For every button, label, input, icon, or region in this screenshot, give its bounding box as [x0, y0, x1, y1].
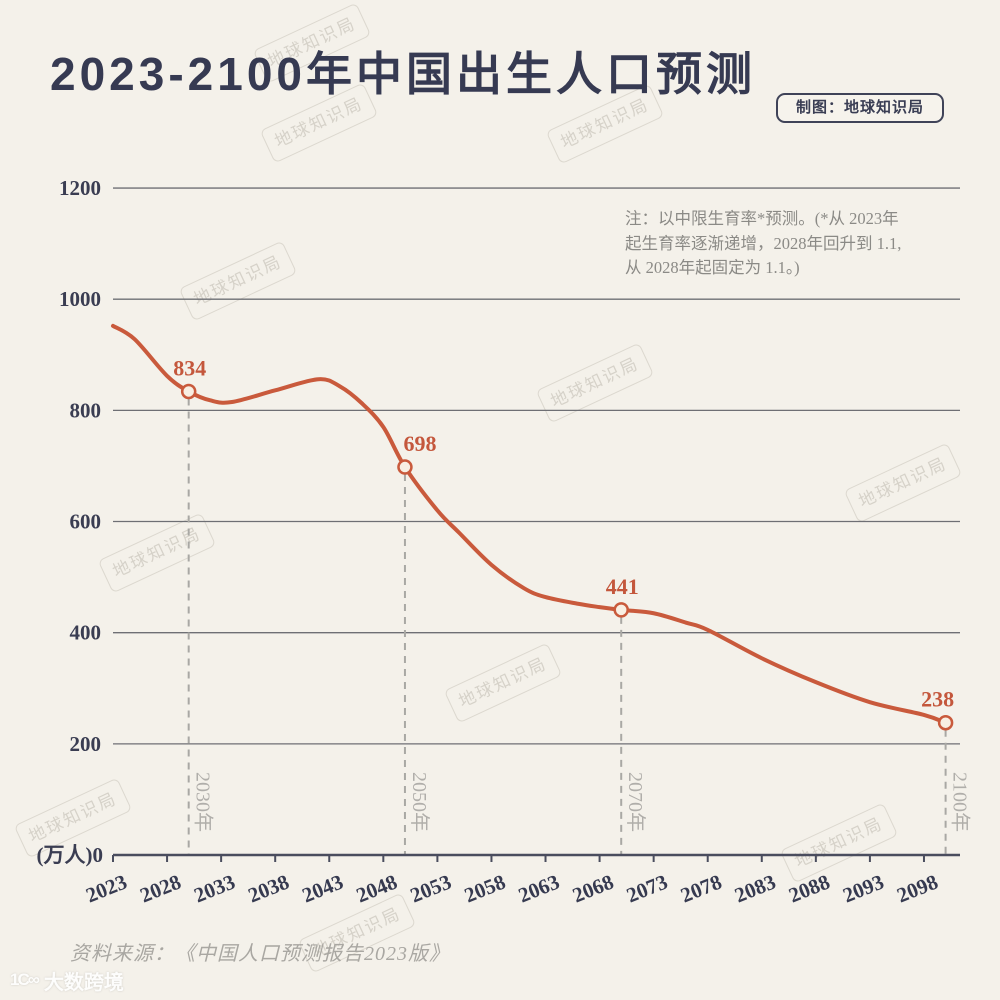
brand-logo: 1C∞ 大数跨境 — [10, 966, 124, 994]
data-point-marker — [397, 459, 413, 475]
chart-note: 注：以中限生育率*预测。(*从 2023年 起生育率逐渐递增，2028年回升到 … — [625, 207, 970, 281]
data-value-label: 698 — [403, 431, 436, 456]
note-line: 起生育率逐渐递增，2028年回升到 1.1, — [625, 233, 902, 253]
x-tick-label: 2023 — [82, 870, 130, 908]
x-tick-label: 2068 — [569, 870, 617, 908]
x-tick-label: 2038 — [245, 870, 293, 908]
y-tick-label: 400 — [70, 621, 102, 645]
data-source: 资料来源：《中国人口预测报告2023版》 — [70, 943, 450, 965]
data-value-label: 238 — [921, 687, 954, 712]
annotation-guides: 2030年 2050年 2070年 2100年 — [187, 398, 972, 855]
data-point-marker — [613, 602, 629, 618]
guide-year-label: 2070年 — [624, 772, 647, 832]
series-line — [111, 323, 948, 725]
x-tick-label: 2078 — [677, 870, 725, 908]
guide-year-label: 2050年 — [408, 772, 431, 832]
guide-year-label: 2100年 — [949, 772, 972, 832]
data-series — [111, 323, 948, 725]
note-line: 注：以中限生育率*预测。(*从 2023年 — [625, 209, 899, 228]
logo-icon: 1C∞ — [10, 970, 40, 989]
x-axis: 2023 2028 2033 2038 2043 2048 2053 2058 2063 2068… — [82, 853, 960, 908]
data-point-marker — [937, 714, 954, 731]
x-tick-label: 2063 — [515, 870, 563, 908]
chart-title: 2023-2100年中国出生人口预测 — [50, 48, 756, 100]
x-tick-label: 2098 — [893, 870, 941, 908]
x-tick-label: 2073 — [623, 870, 671, 908]
data-value-label: 441 — [606, 574, 639, 599]
x-tick-label: 2033 — [191, 870, 239, 908]
x-tick-label: 2093 — [839, 870, 887, 908]
y-tick-label: 1200 — [59, 176, 101, 200]
note-line: 从 2028年起固定为 1.1。) — [625, 258, 800, 277]
y-axis-labels: (万人)0 200 400 600 800 1000 1200 — [37, 176, 104, 867]
data-point-marker — [180, 383, 197, 400]
x-tick-label: 2048 — [353, 870, 401, 908]
x-tick-label: 2058 — [461, 870, 509, 908]
x-tick-label: 2043 — [299, 870, 347, 908]
credit-badge: 制图：地球知识局 — [776, 93, 944, 123]
data-value-label: 834 — [173, 355, 206, 380]
y-tick-label: 200 — [70, 732, 102, 756]
grid-lines — [113, 187, 960, 745]
y-tick-label: 800 — [70, 398, 102, 422]
x-tick-label: 2083 — [731, 870, 779, 908]
y-tick-label: (万人)0 — [37, 843, 104, 867]
guide-year-label: 2030年 — [192, 772, 215, 832]
y-tick-label: 1000 — [59, 287, 101, 311]
logo-text: 大数跨境 — [43, 971, 124, 994]
x-tick-label: 2028 — [136, 870, 184, 908]
x-tick-label: 2088 — [785, 870, 833, 908]
y-tick-label: 600 — [70, 510, 102, 534]
annotation-markers: 834 698 441 238 — [173, 355, 954, 731]
x-tick-label: 2053 — [407, 870, 455, 908]
